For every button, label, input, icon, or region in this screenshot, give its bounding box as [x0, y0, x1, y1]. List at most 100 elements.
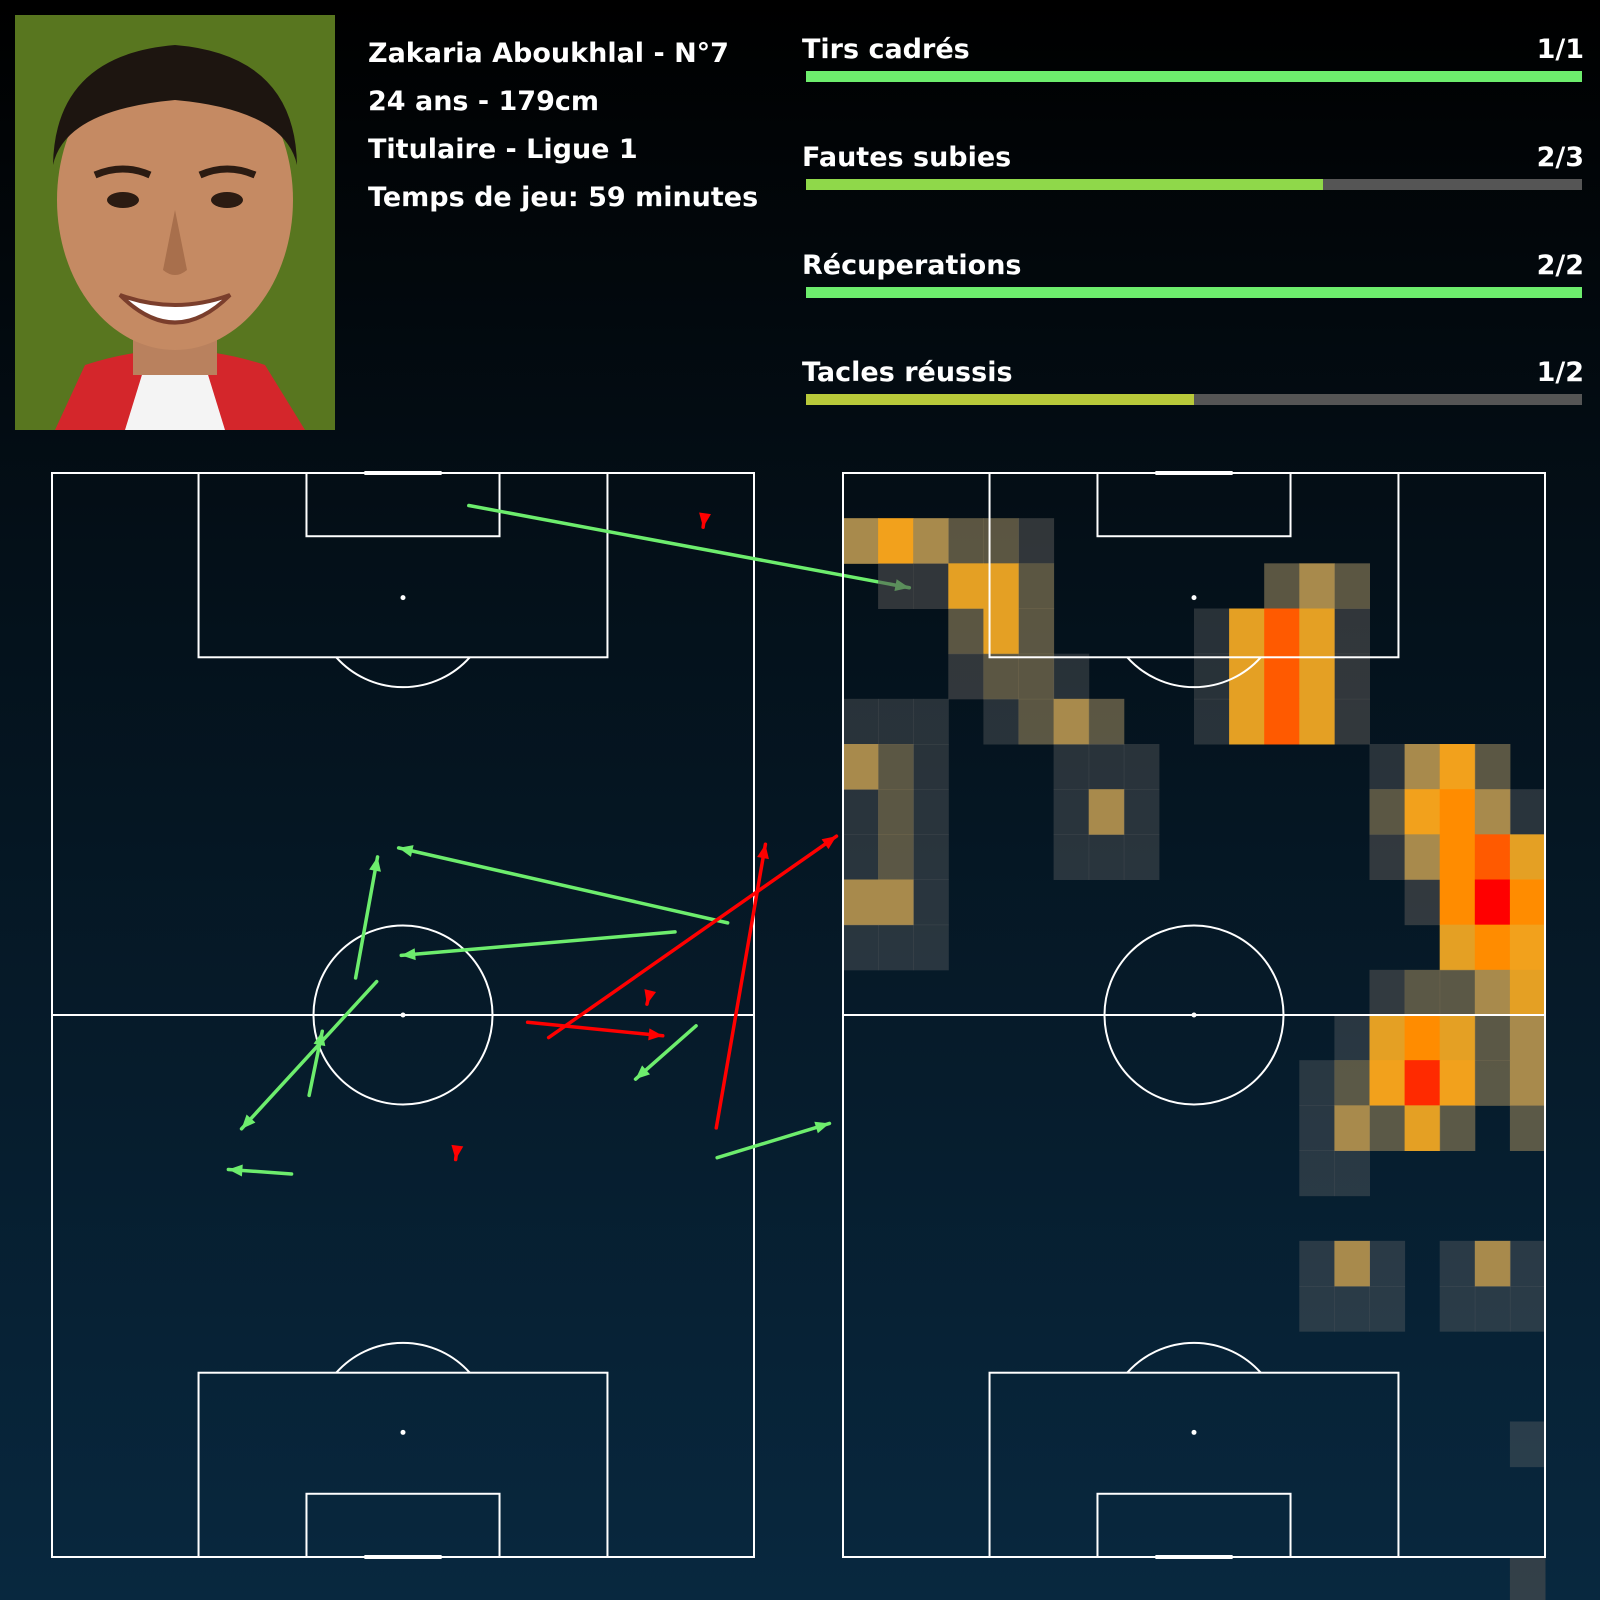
six-yard-box-bottom [1096, 1492, 1292, 1559]
player-age-height: 24 ans - 179cm [368, 86, 599, 117]
stat-label-shots-on-target: Tirs cadrés [802, 34, 970, 65]
pass-arrow-success [715, 1121, 832, 1160]
pass-arrow-head-fail [451, 1144, 464, 1160]
stat-label-recoveries: Récuperations [802, 250, 1022, 281]
heatmap-cell [948, 563, 984, 609]
heatmap-cell [1299, 653, 1335, 700]
heatmap-cell [1474, 1015, 1511, 1061]
heatmap-cell [1404, 969, 1441, 1016]
centre-circle [312, 924, 494, 1106]
heatmap-cell [1334, 563, 1370, 609]
heatmap-cell [843, 789, 879, 835]
heatmap-cell [913, 563, 949, 609]
heatmap-cell [1194, 608, 1230, 655]
heatmap-cell [1194, 653, 1230, 700]
stat-bar-fouls-suffered [806, 179, 1582, 190]
heatmap-cell [878, 924, 914, 971]
pass-arrow-head-success [398, 845, 414, 857]
heatmap-cell [1018, 608, 1055, 655]
heatmap-cell [878, 834, 914, 880]
heatmap-cell [1123, 744, 1160, 790]
pass-arrow-head-success [401, 948, 416, 961]
heatmap-cell [1334, 1150, 1370, 1197]
stat-value-fouls-suffered: 2/3 [1536, 142, 1584, 173]
heatmap-cell [1439, 1060, 1476, 1106]
heatmap-cell [1509, 1240, 1546, 1287]
heatmap-cell [1229, 608, 1265, 655]
heatmap-cell [1334, 698, 1370, 745]
heatmap-cell [1439, 744, 1476, 790]
pass-arrow-head-fail [644, 989, 657, 1005]
heatmap-cell [948, 518, 984, 564]
heatmap-cell [1369, 789, 1406, 835]
stat-label-fouls-suffered: Fautes subies [802, 142, 1012, 173]
heatmap-cell [1404, 1015, 1441, 1061]
heatmap-cell [1264, 563, 1300, 609]
heatmap-cell [1299, 563, 1335, 609]
player-playing-time: Temps de jeu: 59 minutes [368, 182, 759, 213]
heatmap-cell [1439, 969, 1476, 1016]
centre-spot [1191, 1012, 1197, 1018]
penalty-area-bottom [197, 1371, 609, 1558]
heatmap-cell [1018, 653, 1055, 700]
heatmap-cell [1439, 1240, 1476, 1287]
heatmap-cell [1439, 834, 1476, 880]
heatmap-cell [843, 879, 879, 926]
heatmap-cell [1474, 879, 1511, 926]
heatmap-cell [1334, 1015, 1370, 1061]
pass-arrow-success [353, 855, 380, 980]
pass-arrow-head-success [313, 1031, 326, 1047]
stat-fill [806, 179, 1324, 190]
heatmap-cell [1369, 1240, 1406, 1287]
penalty-spot-top [1191, 595, 1197, 601]
heatmap-cell [1369, 834, 1406, 880]
centre-spot [400, 1012, 406, 1018]
heatmap-cell [983, 698, 1019, 745]
heatmap-cell [1053, 834, 1090, 880]
heatmap-cell [1053, 698, 1090, 745]
heatmap-cell [1509, 1015, 1546, 1061]
heatmap-cell [843, 698, 879, 745]
pass-arrow-head-fail [699, 512, 711, 528]
pass-arrow-success [399, 930, 677, 958]
heatmap-cell [1474, 1286, 1511, 1332]
heatmap-cell [1264, 653, 1300, 700]
pass-arrow-success [467, 503, 912, 590]
heatmap-cell [1299, 1240, 1335, 1287]
heatmap-cell [913, 518, 949, 564]
heatmap-cell [1509, 1557, 1546, 1600]
pass-arrow-success [396, 846, 730, 925]
heatmap-cell [1088, 834, 1125, 880]
stat-fill [806, 71, 1582, 82]
heatmap-cell [1334, 1240, 1370, 1287]
stat-value-shots-on-target: 1/1 [1536, 34, 1584, 65]
heatmap-cell [878, 518, 914, 564]
stat-fill [806, 394, 1194, 405]
heatmap-cell [1053, 744, 1090, 790]
heatmap-cell [1334, 1060, 1370, 1106]
heatmap-cell [1509, 1286, 1546, 1332]
stat-label-tackles-won: Tacles réussis [802, 357, 1013, 388]
heatmap-cells [843, 518, 1546, 1600]
heatmap-cell [878, 879, 914, 926]
heatmap-cell [1404, 1060, 1441, 1106]
heatmap-cell [843, 744, 879, 790]
heatmap-cell [878, 744, 914, 790]
heatmap-cell [1369, 969, 1406, 1016]
heatmap-cell [1404, 1105, 1441, 1151]
heatmap-cell [1369, 744, 1406, 790]
pass-arrow-head-fail [821, 836, 837, 850]
heatmap-cell [1334, 653, 1370, 700]
player-portrait-icon [15, 15, 335, 430]
heatmap-cell [948, 608, 984, 655]
pass-arrow-fail [714, 842, 768, 1130]
heatmap-cell [1264, 698, 1300, 745]
heatmap-cell [1439, 879, 1476, 926]
pass-arrow-head-fail [648, 1028, 663, 1041]
heatmap-cell [1509, 924, 1546, 971]
pass-arrow-head-success [814, 1121, 830, 1134]
heatmap-cell [1404, 789, 1441, 835]
penalty-arc-top [335, 656, 471, 689]
stat-fill [806, 287, 1582, 298]
heatmap-cell [1474, 744, 1511, 790]
